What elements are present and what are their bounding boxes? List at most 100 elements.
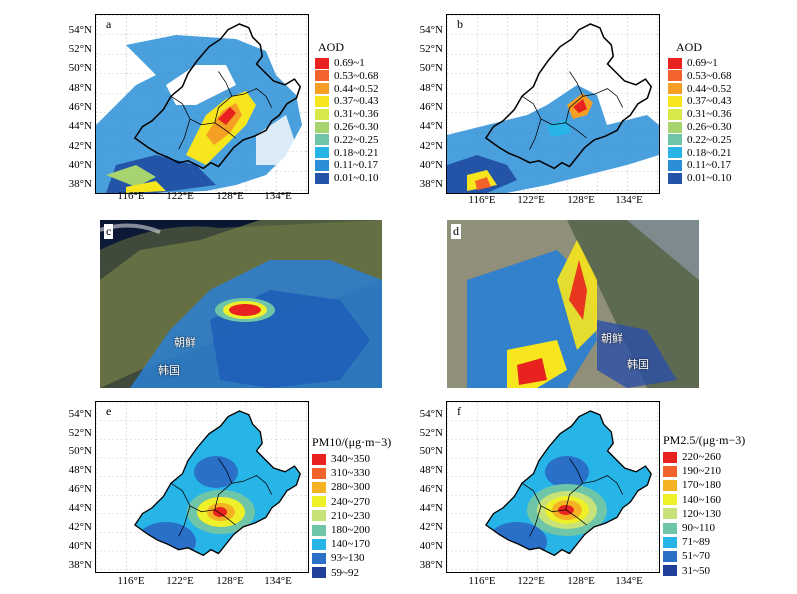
legend-entry: 0.22~0.25 bbox=[668, 134, 731, 146]
legend-entry: 190~210 bbox=[663, 465, 721, 477]
map-f: f bbox=[446, 401, 660, 573]
label-north-korea-d: 朝鲜 bbox=[601, 332, 623, 345]
globe-c-svg bbox=[100, 220, 382, 388]
lat-tick: 54°N bbox=[419, 24, 443, 36]
legend-swatch bbox=[312, 552, 326, 564]
lon-tick: 134°E bbox=[264, 575, 292, 587]
lon-tick: 134°E bbox=[615, 194, 643, 206]
map-b-svg bbox=[447, 15, 659, 193]
lat-tick: 40°N bbox=[68, 159, 92, 171]
legend-label: 51~70 bbox=[682, 550, 710, 563]
legend-swatch bbox=[668, 134, 682, 146]
legend-entry: 0.53~0.68 bbox=[315, 70, 378, 82]
lat-tick: 50°N bbox=[68, 445, 92, 457]
map-e: e bbox=[95, 401, 309, 573]
legend-label: 0.18~0.21 bbox=[334, 146, 379, 159]
lon-tick: 128°E bbox=[216, 575, 244, 587]
panel-letter-b: b bbox=[455, 17, 465, 32]
legend-label: 0.26~0.30 bbox=[334, 121, 379, 133]
lat-tick: 38°N bbox=[419, 178, 443, 190]
legend-label: 0.53~0.68 bbox=[334, 69, 379, 82]
map-b: b bbox=[446, 14, 660, 194]
lat-tick: 42°N bbox=[419, 521, 443, 533]
legend-label: 140~170 bbox=[331, 538, 370, 551]
legend-label: 0.22~0.25 bbox=[334, 133, 379, 146]
lat-tick: 52°N bbox=[419, 427, 443, 439]
legend-label: 310~330 bbox=[331, 467, 370, 480]
lon-tick: 122°E bbox=[166, 575, 194, 587]
lon-tick: 116°E bbox=[468, 194, 496, 206]
legend-entry: 0.44~0.52 bbox=[668, 83, 731, 95]
legend-entry: 0.11~0.17 bbox=[315, 159, 378, 171]
label-north-korea-c: 朝鲜 bbox=[174, 336, 196, 349]
legend-entry: 210~230 bbox=[312, 510, 370, 522]
legend-entry: 170~180 bbox=[663, 479, 721, 491]
legend-swatch bbox=[315, 134, 329, 146]
lat-tick: 54°N bbox=[68, 408, 92, 420]
legend-label: 0.37~0.43 bbox=[334, 95, 379, 108]
panel-a: a 54°N 52°N 50°N 48°N 46°N 44°N 42°N 40°… bbox=[0, 0, 400, 202]
legend-entry: 140~160 bbox=[663, 494, 721, 506]
lat-tick: 46°N bbox=[68, 483, 92, 495]
legend-swatch bbox=[312, 467, 326, 479]
lat-tick: 42°N bbox=[68, 140, 92, 152]
lat-tick: 52°N bbox=[419, 43, 443, 55]
lat-tick: 48°N bbox=[419, 464, 443, 476]
legend-entry: 0.69~1 bbox=[315, 57, 365, 69]
legend-swatch bbox=[315, 159, 329, 171]
legend-swatch bbox=[315, 172, 329, 184]
panel-b: b 54°N 52°N 50°N 48°N 46°N 44°N 42°N 40°… bbox=[400, 0, 797, 206]
lon-tick: 122°E bbox=[517, 194, 545, 206]
legend-entry: 180~200 bbox=[312, 524, 370, 536]
lon-tick: 116°E bbox=[117, 575, 145, 587]
legend-entry: 31~50 bbox=[663, 565, 710, 577]
lat-tick: 40°N bbox=[419, 540, 443, 552]
legend-swatch bbox=[668, 57, 682, 69]
legend-entry: 59~92 bbox=[312, 567, 359, 579]
legend-swatch bbox=[668, 70, 682, 82]
legend-swatch bbox=[312, 524, 326, 536]
legend-entry: 0.31~0.36 bbox=[315, 108, 378, 120]
legend-swatch bbox=[312, 481, 326, 493]
label-south-korea-d: 韩国 bbox=[627, 358, 649, 371]
lat-tick: 52°N bbox=[68, 427, 92, 439]
lat-tick: 46°N bbox=[419, 483, 443, 495]
legend-entry: 71~89 bbox=[663, 536, 710, 548]
legend-entry: 0.37~0.43 bbox=[315, 95, 378, 107]
legend-swatch bbox=[663, 451, 677, 463]
legend-label: 340~350 bbox=[331, 453, 370, 465]
lat-tick: 42°N bbox=[419, 140, 443, 152]
lat-tick: 50°N bbox=[68, 62, 92, 74]
legend-swatch bbox=[668, 172, 682, 184]
legend-entry: 0.22~0.25 bbox=[315, 134, 378, 146]
legend-entry: 0.01~0.10 bbox=[315, 172, 378, 184]
globe-d-svg bbox=[447, 220, 699, 388]
map-a: a bbox=[95, 14, 309, 194]
lon-tick: 116°E bbox=[117, 190, 145, 202]
legend-entry: 310~330 bbox=[312, 467, 370, 479]
legend-label: 0.11~0.17 bbox=[334, 159, 379, 172]
legend-title-e: PM10/(μg·m−3) bbox=[312, 435, 392, 449]
lat-tick: 48°N bbox=[419, 82, 443, 94]
map-f-svg bbox=[447, 402, 659, 572]
legend-label: 0.31~0.36 bbox=[334, 108, 379, 121]
legend-label: 220~260 bbox=[682, 451, 721, 463]
lat-tick: 42°N bbox=[68, 521, 92, 533]
legend-swatch bbox=[315, 95, 329, 107]
legend-entry: 0.26~0.30 bbox=[668, 121, 731, 133]
legend-swatch bbox=[312, 453, 326, 465]
map-a-svg bbox=[96, 15, 308, 193]
legend-swatch bbox=[312, 538, 326, 550]
legend-label: 0.11~0.17 bbox=[687, 159, 732, 172]
legend-entry: 0.18~0.21 bbox=[315, 147, 378, 159]
lat-tick: 44°N bbox=[419, 120, 443, 132]
legend-label: 240~270 bbox=[331, 495, 370, 508]
legend-entry: 280~300 bbox=[312, 481, 370, 493]
legend-label: 0.18~0.21 bbox=[687, 146, 732, 159]
panel-letter-d: d bbox=[451, 224, 461, 239]
legend-entry: 0.44~0.52 bbox=[315, 83, 378, 95]
label-south-korea-c: 韩国 bbox=[158, 364, 180, 377]
panel-letter-c: c bbox=[104, 224, 114, 239]
lat-tick: 54°N bbox=[68, 24, 92, 36]
legend-label: 0.01~0.10 bbox=[334, 172, 379, 185]
